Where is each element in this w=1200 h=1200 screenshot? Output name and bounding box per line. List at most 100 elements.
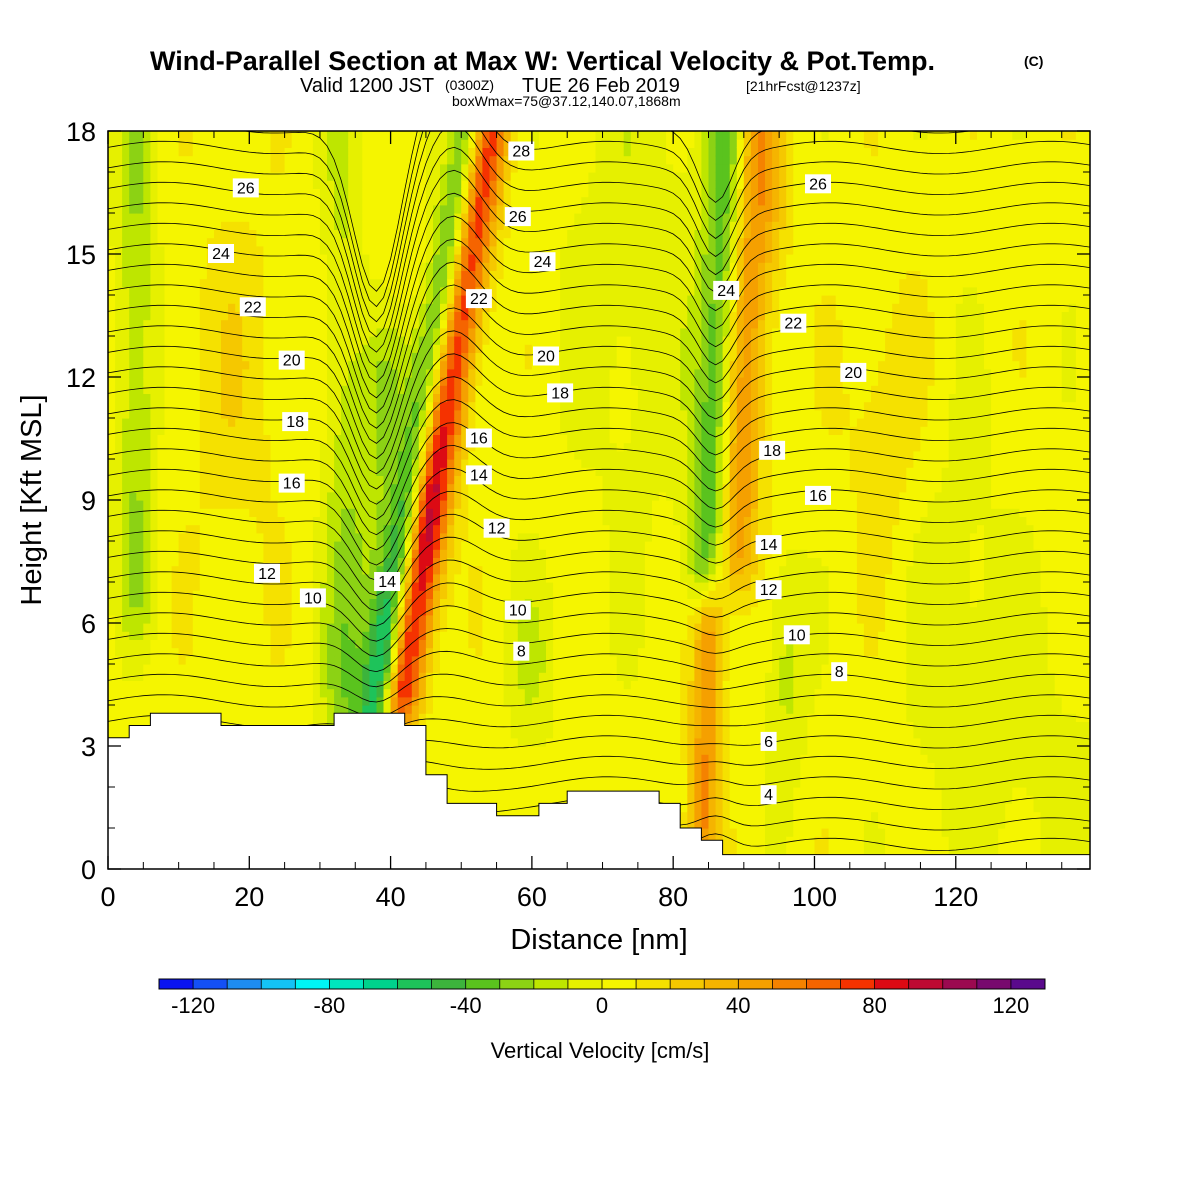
- velocity-cell: [419, 262, 427, 271]
- velocity-cell: [433, 295, 441, 304]
- velocity-cell: [299, 164, 307, 173]
- velocity-cell: [468, 730, 476, 739]
- velocity-cell: [482, 607, 490, 616]
- velocity-cell: [143, 197, 151, 206]
- velocity-cell: [468, 418, 476, 427]
- velocity-cell: [334, 311, 342, 320]
- velocity-cell: [320, 557, 328, 566]
- velocity-cell: [207, 311, 215, 320]
- velocity-cell: [454, 607, 462, 616]
- velocity-cell: [285, 311, 293, 320]
- velocity-cell: [475, 311, 483, 320]
- velocity-cell: [193, 328, 201, 337]
- velocity-cell: [150, 467, 158, 476]
- velocity-cell: [235, 664, 243, 673]
- velocity-cell: [278, 303, 286, 312]
- velocity-cell: [115, 172, 123, 181]
- velocity-cell: [377, 705, 385, 714]
- velocity-cell: [143, 697, 151, 706]
- velocity-cell: [461, 656, 469, 665]
- velocity-cell: [129, 131, 137, 140]
- velocity-cell: [150, 197, 158, 206]
- velocity-cell: [129, 246, 137, 255]
- velocity-cell: [235, 689, 243, 698]
- velocity-cell: [214, 664, 222, 673]
- velocity-cell: [165, 500, 173, 509]
- velocity-cell: [186, 164, 194, 173]
- velocity-cell: [172, 533, 180, 542]
- velocity-cell: [136, 352, 144, 361]
- velocity-cell: [115, 205, 123, 214]
- velocity-cell: [377, 361, 385, 370]
- velocity-cell: [235, 229, 243, 238]
- velocity-cell: [440, 516, 448, 525]
- velocity-cell: [475, 402, 483, 411]
- velocity-cell: [263, 197, 271, 206]
- velocity-cell: [150, 648, 158, 657]
- velocity-cell: [143, 295, 151, 304]
- velocity-cell: [299, 147, 307, 156]
- velocity-cell: [285, 598, 293, 607]
- velocity-cell: [278, 443, 286, 452]
- velocity-cell: [306, 369, 314, 378]
- velocity-cell: [320, 262, 328, 271]
- velocity-cell: [292, 287, 300, 296]
- velocity-cell: [158, 639, 166, 648]
- velocity-cell: [235, 467, 243, 476]
- velocity-cell: [391, 205, 399, 214]
- velocity-cell: [348, 188, 356, 197]
- velocity-cell: [490, 787, 498, 796]
- velocity-cell: [327, 377, 335, 386]
- velocity-cell: [320, 705, 328, 714]
- velocity-cell: [200, 426, 208, 435]
- velocity-cell: [200, 229, 208, 238]
- velocity-cell: [235, 393, 243, 402]
- velocity-cell: [454, 574, 462, 583]
- velocity-cell: [214, 172, 222, 181]
- velocity-cell: [461, 549, 469, 558]
- velocity-cell: [433, 459, 441, 468]
- velocity-cell: [143, 484, 151, 493]
- velocity-cell: [271, 631, 279, 640]
- velocity-cell: [362, 229, 370, 238]
- velocity-cell: [228, 131, 236, 140]
- velocity-cell: [143, 598, 151, 607]
- velocity-cell: [263, 221, 271, 230]
- velocity-cell: [129, 172, 137, 181]
- velocity-cell: [482, 754, 490, 763]
- velocity-cell: [129, 295, 137, 304]
- velocity-cell: [412, 648, 420, 657]
- velocity-cell: [249, 492, 257, 501]
- velocity-cell: [313, 246, 321, 255]
- velocity-cell: [129, 615, 137, 624]
- velocity-cell: [207, 525, 215, 534]
- velocity-cell: [165, 229, 173, 238]
- valid-time-utc: (0300Z): [445, 77, 494, 93]
- velocity-cell: [115, 279, 123, 288]
- velocity-cell: [249, 402, 257, 411]
- velocity-cell: [207, 615, 215, 624]
- velocity-cell: [249, 352, 257, 361]
- velocity-cell: [285, 205, 293, 214]
- velocity-cell: [292, 648, 300, 657]
- velocity-cell: [263, 467, 271, 476]
- velocity-cell: [433, 238, 441, 247]
- velocity-cell: [285, 287, 293, 296]
- velocity-cell: [249, 598, 257, 607]
- velocity-cell: [143, 557, 151, 566]
- velocity-cell: [461, 361, 469, 370]
- velocity-cell: [475, 648, 483, 657]
- velocity-cell: [475, 139, 483, 148]
- velocity-cell: [334, 295, 342, 304]
- velocity-cell: [440, 279, 448, 288]
- velocity-cell: [115, 533, 123, 542]
- velocity-cell: [377, 270, 385, 279]
- velocity-cell: [327, 311, 335, 320]
- velocity-cell: [285, 525, 293, 534]
- velocity-cell: [278, 705, 286, 714]
- velocity-cell: [440, 229, 448, 238]
- velocity-cell: [490, 754, 498, 763]
- velocity-cell: [214, 311, 222, 320]
- velocity-cell: [165, 639, 173, 648]
- velocity-cell: [150, 639, 158, 648]
